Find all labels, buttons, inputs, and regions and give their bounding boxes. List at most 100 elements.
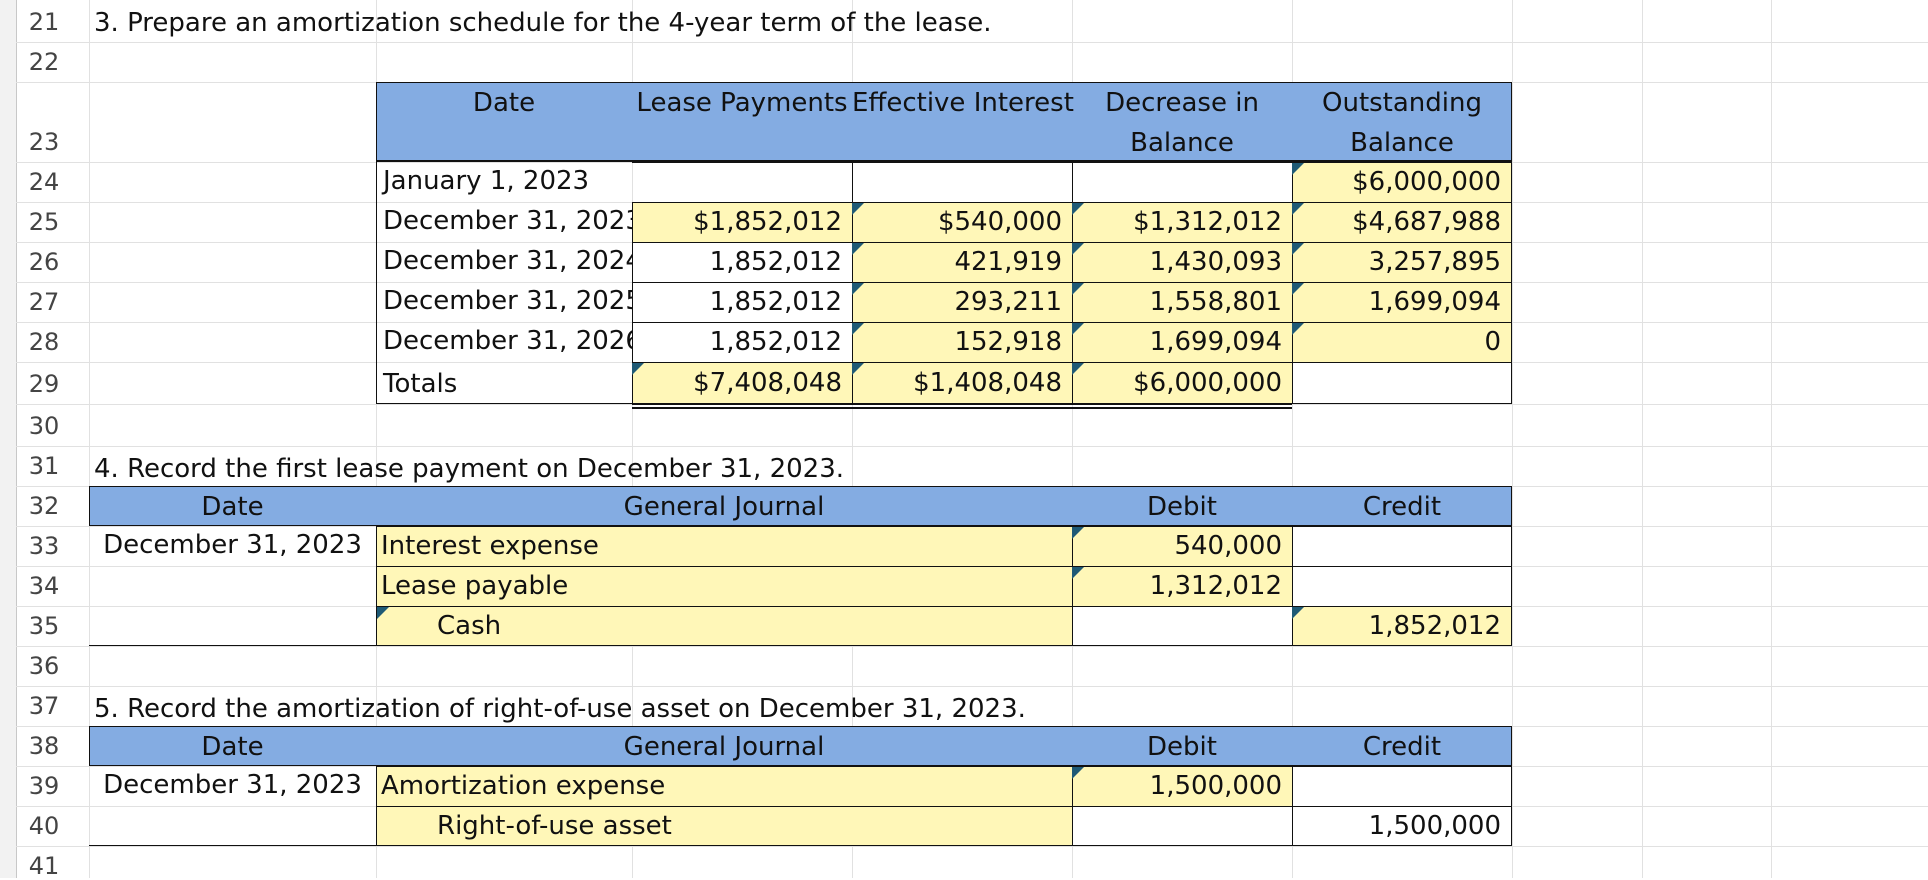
q4-header-debit[interactable]: Debit bbox=[1147, 492, 1217, 522]
q3-totals-label[interactable]: Totals bbox=[383, 369, 458, 399]
comment-marker-icon[interactable] bbox=[852, 283, 864, 295]
q3-row-decrease[interactable] bbox=[1072, 162, 1292, 203]
row-number[interactable]: 31 bbox=[28, 452, 60, 480]
q5-header-date[interactable]: Date bbox=[201, 732, 264, 762]
q4-header-date[interactable]: Date bbox=[201, 492, 264, 522]
q4-debit[interactable] bbox=[1072, 606, 1293, 646]
comment-marker-icon[interactable] bbox=[1292, 243, 1304, 255]
q4-entry-date[interactable]: December 31, 2023 bbox=[103, 530, 362, 560]
q3-row-decrease[interactable]: 1,699,094 bbox=[1072, 322, 1293, 363]
q5-credit[interactable]: 1,500,000 bbox=[1292, 806, 1512, 846]
q3-row-interest[interactable]: $540,000 bbox=[852, 202, 1073, 243]
comment-marker-icon[interactable] bbox=[1292, 163, 1304, 175]
q5-debit[interactable] bbox=[1072, 806, 1293, 846]
comment-marker-icon[interactable] bbox=[1292, 323, 1304, 335]
q3-row-balance[interactable]: 0 bbox=[1292, 322, 1512, 363]
comment-marker-icon[interactable] bbox=[1072, 203, 1084, 215]
q4-account[interactable]: Cash bbox=[376, 606, 1073, 646]
row-number[interactable]: 34 bbox=[28, 572, 60, 600]
q3-row-payment[interactable]: $1,852,012 bbox=[632, 202, 853, 243]
row-number[interactable]: 39 bbox=[28, 772, 60, 800]
comment-marker-icon[interactable] bbox=[852, 363, 864, 375]
row-number[interactable]: 35 bbox=[28, 612, 60, 640]
comment-marker-icon[interactable] bbox=[1292, 607, 1304, 619]
q5-account[interactable]: Right-of-use asset bbox=[376, 806, 1073, 846]
q3-total-decrease[interactable]: $6,000,000 bbox=[1072, 362, 1293, 404]
q4-credit[interactable] bbox=[1292, 526, 1512, 567]
q3-row-balance[interactable]: 3,257,895 bbox=[1292, 242, 1512, 283]
row-number[interactable]: 41 bbox=[28, 852, 60, 880]
q4-header-credit[interactable]: Credit bbox=[1362, 492, 1442, 522]
q4-header-journal[interactable]: General Journal bbox=[623, 492, 825, 522]
q3-header-outstanding-line2[interactable]: Balance bbox=[1350, 128, 1454, 158]
comment-marker-icon[interactable] bbox=[1072, 243, 1084, 255]
comment-marker-icon[interactable] bbox=[1072, 767, 1084, 779]
comment-marker-icon[interactable] bbox=[1072, 527, 1084, 539]
row-number[interactable]: 23 bbox=[28, 128, 60, 156]
row-number[interactable]: 38 bbox=[28, 732, 60, 760]
q3-row-payment[interactable]: 1,852,012 bbox=[632, 242, 853, 283]
q3-row-date[interactable]: December 31, 2025 bbox=[383, 286, 632, 316]
q5-entry-date[interactable]: December 31, 2023 bbox=[103, 770, 362, 800]
row-number[interactable]: 36 bbox=[28, 652, 60, 680]
row-number[interactable]: 37 bbox=[28, 692, 60, 720]
q3-row-balance[interactable]: $4,687,988 bbox=[1292, 202, 1512, 243]
q3-header-outstanding-line1[interactable]: Outstanding bbox=[1322, 88, 1482, 118]
comment-marker-icon[interactable] bbox=[1072, 567, 1084, 579]
q5-debit[interactable]: 1,500,000 bbox=[1072, 766, 1293, 807]
comment-marker-icon[interactable] bbox=[1072, 363, 1084, 375]
q3-row-interest[interactable]: 421,919 bbox=[852, 242, 1073, 283]
comment-marker-icon[interactable] bbox=[632, 363, 644, 375]
row-number[interactable]: 40 bbox=[28, 812, 60, 840]
q3-row-balance[interactable]: $6,000,000 bbox=[1292, 162, 1512, 203]
comment-marker-icon[interactable] bbox=[1292, 203, 1304, 215]
q4-credit[interactable] bbox=[1292, 566, 1512, 607]
q4-title[interactable]: 4. Record the first lease payment on Dec… bbox=[94, 454, 845, 484]
q3-row-interest[interactable]: 152,918 bbox=[852, 322, 1073, 363]
comment-marker-icon[interactable] bbox=[1072, 323, 1084, 335]
q3-row-date[interactable]: December 31, 2023 bbox=[383, 206, 632, 236]
row-number[interactable]: 25 bbox=[28, 208, 60, 236]
q5-header-debit[interactable]: Debit bbox=[1147, 732, 1217, 762]
q3-total-balance[interactable] bbox=[1292, 362, 1512, 404]
row-number[interactable]: 30 bbox=[28, 412, 60, 440]
q3-row-interest[interactable]: 293,211 bbox=[852, 282, 1073, 323]
comment-marker-icon[interactable] bbox=[1072, 283, 1084, 295]
comment-marker-icon[interactable] bbox=[377, 607, 389, 619]
row-number[interactable]: 27 bbox=[28, 288, 60, 316]
q4-debit[interactable]: 1,312,012 bbox=[1072, 566, 1293, 607]
row-number[interactable]: 21 bbox=[28, 8, 60, 36]
q4-account[interactable]: Lease payable bbox=[376, 566, 1073, 607]
q3-total-payment[interactable]: $7,408,048 bbox=[632, 362, 853, 404]
q3-row-date[interactable]: December 31, 2026 bbox=[383, 326, 632, 356]
q4-credit[interactable]: 1,852,012 bbox=[1292, 606, 1512, 646]
q3-row-decrease[interactable]: 1,558,801 bbox=[1072, 282, 1293, 323]
comment-marker-icon[interactable] bbox=[852, 323, 864, 335]
q3-row-balance[interactable]: 1,699,094 bbox=[1292, 282, 1512, 323]
q5-account[interactable]: Amortization expense bbox=[376, 766, 1073, 807]
q5-header-journal[interactable]: General Journal bbox=[623, 732, 825, 762]
row-number[interactable]: 22 bbox=[28, 48, 60, 76]
q5-credit[interactable] bbox=[1292, 766, 1512, 807]
q3-row-payment[interactable] bbox=[632, 162, 852, 203]
row-number[interactable]: 24 bbox=[28, 168, 60, 196]
q3-row-date[interactable]: December 31, 2024 bbox=[383, 246, 632, 276]
comment-marker-icon[interactable] bbox=[852, 203, 864, 215]
q3-header-effective-interest[interactable]: Effective Interest bbox=[852, 88, 1074, 118]
row-number[interactable]: 29 bbox=[28, 370, 60, 398]
q4-debit[interactable]: 540,000 bbox=[1072, 526, 1293, 567]
row-number[interactable]: 28 bbox=[28, 328, 60, 356]
q3-header-date[interactable]: Date bbox=[472, 88, 536, 118]
q5-header-credit[interactable]: Credit bbox=[1362, 732, 1442, 762]
q3-row-date[interactable]: January 1, 2023 bbox=[383, 166, 590, 196]
q3-row-interest[interactable] bbox=[852, 162, 1072, 203]
q5-title[interactable]: 5. Record the amortization of right-of-u… bbox=[94, 694, 1026, 724]
q3-header-lease-payments[interactable]: Lease Payments bbox=[636, 88, 848, 118]
q3-header-decrease-line1[interactable]: Decrease in bbox=[1105, 88, 1259, 118]
q3-row-decrease[interactable]: $1,312,012 bbox=[1072, 202, 1293, 243]
q3-header-decrease-line2[interactable]: Balance bbox=[1130, 128, 1234, 158]
row-number[interactable]: 32 bbox=[28, 492, 60, 520]
q4-account[interactable]: Interest expense bbox=[376, 526, 1073, 567]
q3-total-interest[interactable]: $1,408,048 bbox=[852, 362, 1073, 404]
